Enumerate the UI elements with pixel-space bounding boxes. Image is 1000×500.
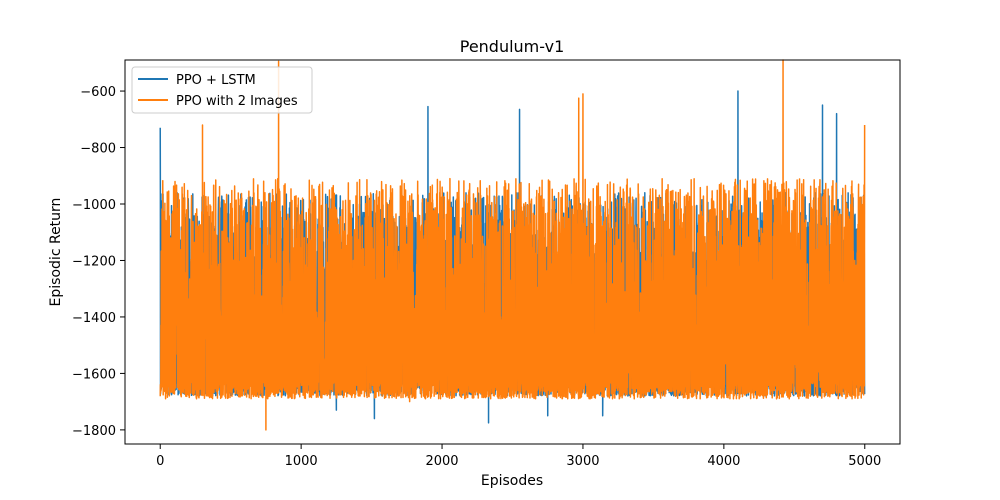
y-tick-label: −1200 — [72, 254, 116, 269]
y-tick-label: −1600 — [72, 367, 116, 382]
series-line-ppo-2-images — [159, 59, 866, 431]
legend: PPO + LSTM PPO with 2 Images — [131, 66, 313, 114]
x-tick-label: 1000 — [285, 454, 318, 469]
y-tick-label: −600 — [80, 85, 116, 100]
series-layer — [159, 59, 866, 431]
legend-label-ppo-lstm: PPO + LSTM — [176, 73, 256, 88]
y-tick-label: −800 — [80, 142, 116, 157]
x-axis-label: Episodes — [481, 473, 543, 489]
y-axis-ticks: −1800 −1600 −1400 −1200 −1000 −800 −600 — [72, 85, 125, 439]
x-tick-label: 4000 — [707, 454, 740, 469]
x-tick-label: 0 — [156, 454, 164, 469]
legend-box — [131, 66, 313, 114]
x-tick-label: 3000 — [566, 454, 599, 469]
y-tick-label: −1800 — [72, 424, 116, 439]
plot-frame — [124, 59, 901, 445]
chart-title: Pendulum-v1 — [460, 37, 565, 56]
x-tick-label: 2000 — [425, 454, 458, 469]
x-tick-label: 5000 — [848, 454, 881, 469]
y-tick-label: −1000 — [72, 198, 116, 213]
legend-label-ppo-2-images: PPO with 2 Images — [176, 94, 298, 109]
x-axis-ticks: 0 1000 2000 3000 4000 5000 — [156, 444, 881, 469]
y-tick-label: −1400 — [72, 311, 116, 326]
y-axis-label: Episodic Return — [48, 198, 64, 307]
